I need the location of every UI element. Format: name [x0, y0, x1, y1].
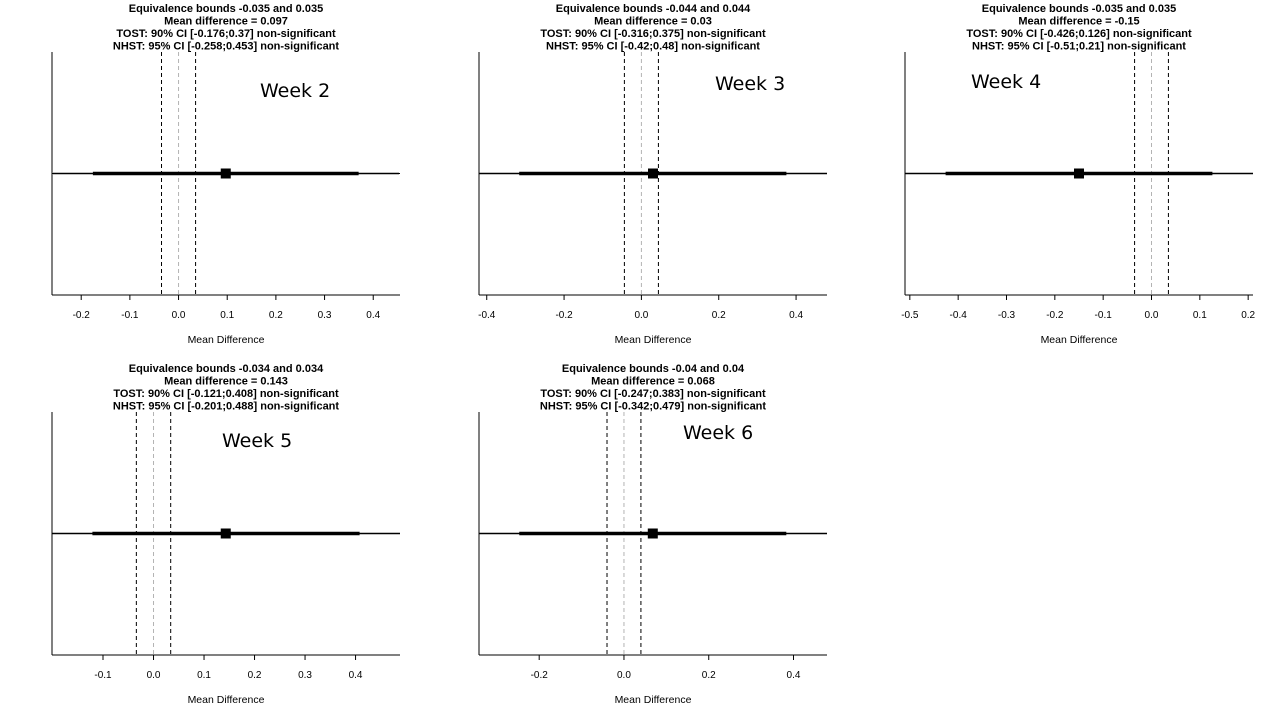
panel-title-line: NHST: 95% CI [-0.258;0.453] non-signific…: [113, 41, 339, 53]
x-tick-label: 0.0: [617, 670, 631, 681]
week-annotation: Week 6: [683, 422, 753, 444]
x-tick-label: 0.2: [1241, 310, 1255, 321]
x-tick-label: 0.4: [366, 310, 380, 321]
x-tick-label: 0.2: [702, 670, 716, 681]
x-tick-label: -0.2: [531, 670, 549, 681]
panel-title-line: TOST: 90% CI [-0.121;0.408] non-signific…: [113, 388, 339, 400]
mean-difference-marker: [220, 528, 231, 539]
x-tick-label: -0.4: [950, 310, 968, 321]
panel-1: Equivalence bounds -0.035 and 0.035Mean …: [51, 3, 400, 346]
panel-title-line: Equivalence bounds -0.04 and 0.04: [562, 363, 745, 375]
panel-title-line: Mean difference = -0.15: [1018, 16, 1139, 28]
panel-2: Equivalence bounds -0.044 and 0.044Mean …: [478, 3, 827, 346]
panel-title-line: Mean difference = 0.068: [591, 376, 715, 388]
x-axis-label: Mean Difference: [1041, 334, 1118, 346]
x-tick-label: -0.1: [121, 310, 139, 321]
week-annotation: Week 4: [971, 71, 1041, 93]
x-tick-label: 0.4: [787, 670, 801, 681]
panel-title-line: Equivalence bounds -0.035 and 0.035: [982, 3, 1176, 15]
x-tick-label: -0.4: [478, 310, 496, 321]
week-annotation: Week 3: [715, 73, 785, 95]
mean-difference-marker: [1074, 168, 1084, 179]
x-tick-label: 0.0: [172, 310, 186, 321]
panel-title-line: Equivalence bounds -0.035 and 0.035: [129, 3, 323, 15]
panel-title-line: Mean difference = 0.097: [164, 16, 288, 28]
panel-title-line: NHST: 95% CI [-0.42;0.48] non-significan…: [546, 41, 760, 53]
week-annotation: Week 2: [260, 80, 330, 102]
x-tick-label: -0.1: [1095, 310, 1113, 321]
x-tick-label: 0.0: [634, 310, 648, 321]
panel-title-line: TOST: 90% CI [-0.176;0.37] non-significa…: [116, 28, 336, 40]
panel-title-line: TOST: 90% CI [-0.426;0.126] non-signific…: [966, 28, 1192, 40]
mean-difference-marker: [220, 168, 231, 179]
mean-difference-marker: [647, 528, 658, 539]
x-tick-label: -0.2: [1046, 310, 1064, 321]
x-tick-label: 0.4: [789, 310, 803, 321]
panel-title-line: TOST: 90% CI [-0.316;0.375] non-signific…: [540, 28, 766, 40]
x-tick-label: 0.3: [298, 670, 312, 681]
panel-title-line: Mean difference = 0.143: [164, 376, 288, 388]
x-tick-label: 0.0: [147, 670, 161, 681]
x-tick-label: 0.1: [220, 310, 234, 321]
x-tick-label: 0.0: [1145, 310, 1159, 321]
x-axis-label: Mean Difference: [188, 694, 265, 706]
x-tick-label: -0.2: [555, 310, 573, 321]
panel-3: Equivalence bounds -0.035 and 0.035Mean …: [901, 3, 1255, 346]
panel-title-line: NHST: 95% CI [-0.51;0.21] non-significan…: [972, 41, 1186, 53]
panel-title-line: TOST: 90% CI [-0.247;0.383] non-signific…: [540, 388, 766, 400]
x-axis-label: Mean Difference: [615, 694, 692, 706]
x-tick-label: 0.1: [197, 670, 211, 681]
panel-title-line: NHST: 95% CI [-0.201;0.488] non-signific…: [113, 401, 339, 413]
week-annotation: Week 5: [222, 430, 292, 452]
x-tick-label: 0.2: [248, 670, 262, 681]
x-axis-label: Mean Difference: [188, 334, 265, 346]
x-tick-label: 0.4: [349, 670, 363, 681]
x-tick-label: 0.2: [712, 310, 726, 321]
x-tick-label: -0.5: [901, 310, 919, 321]
x-tick-label: 0.1: [1193, 310, 1207, 321]
mean-difference-marker: [648, 168, 658, 179]
x-tick-label: -0.1: [94, 670, 112, 681]
x-axis-label: Mean Difference: [615, 334, 692, 346]
panel-title-line: Equivalence bounds -0.044 and 0.044: [556, 3, 751, 15]
x-tick-label: 0.2: [269, 310, 283, 321]
x-tick-label: 0.3: [318, 310, 332, 321]
panel-4: Equivalence bounds -0.034 and 0.034Mean …: [51, 363, 400, 706]
panel-title-line: Mean difference = 0.03: [594, 16, 712, 28]
panel-title-line: NHST: 95% CI [-0.342;0.479] non-signific…: [540, 401, 766, 413]
x-tick-label: -0.3: [998, 310, 1016, 321]
x-tick-label: -0.2: [73, 310, 91, 321]
panel-title-line: Equivalence bounds -0.034 and 0.034: [129, 363, 324, 375]
